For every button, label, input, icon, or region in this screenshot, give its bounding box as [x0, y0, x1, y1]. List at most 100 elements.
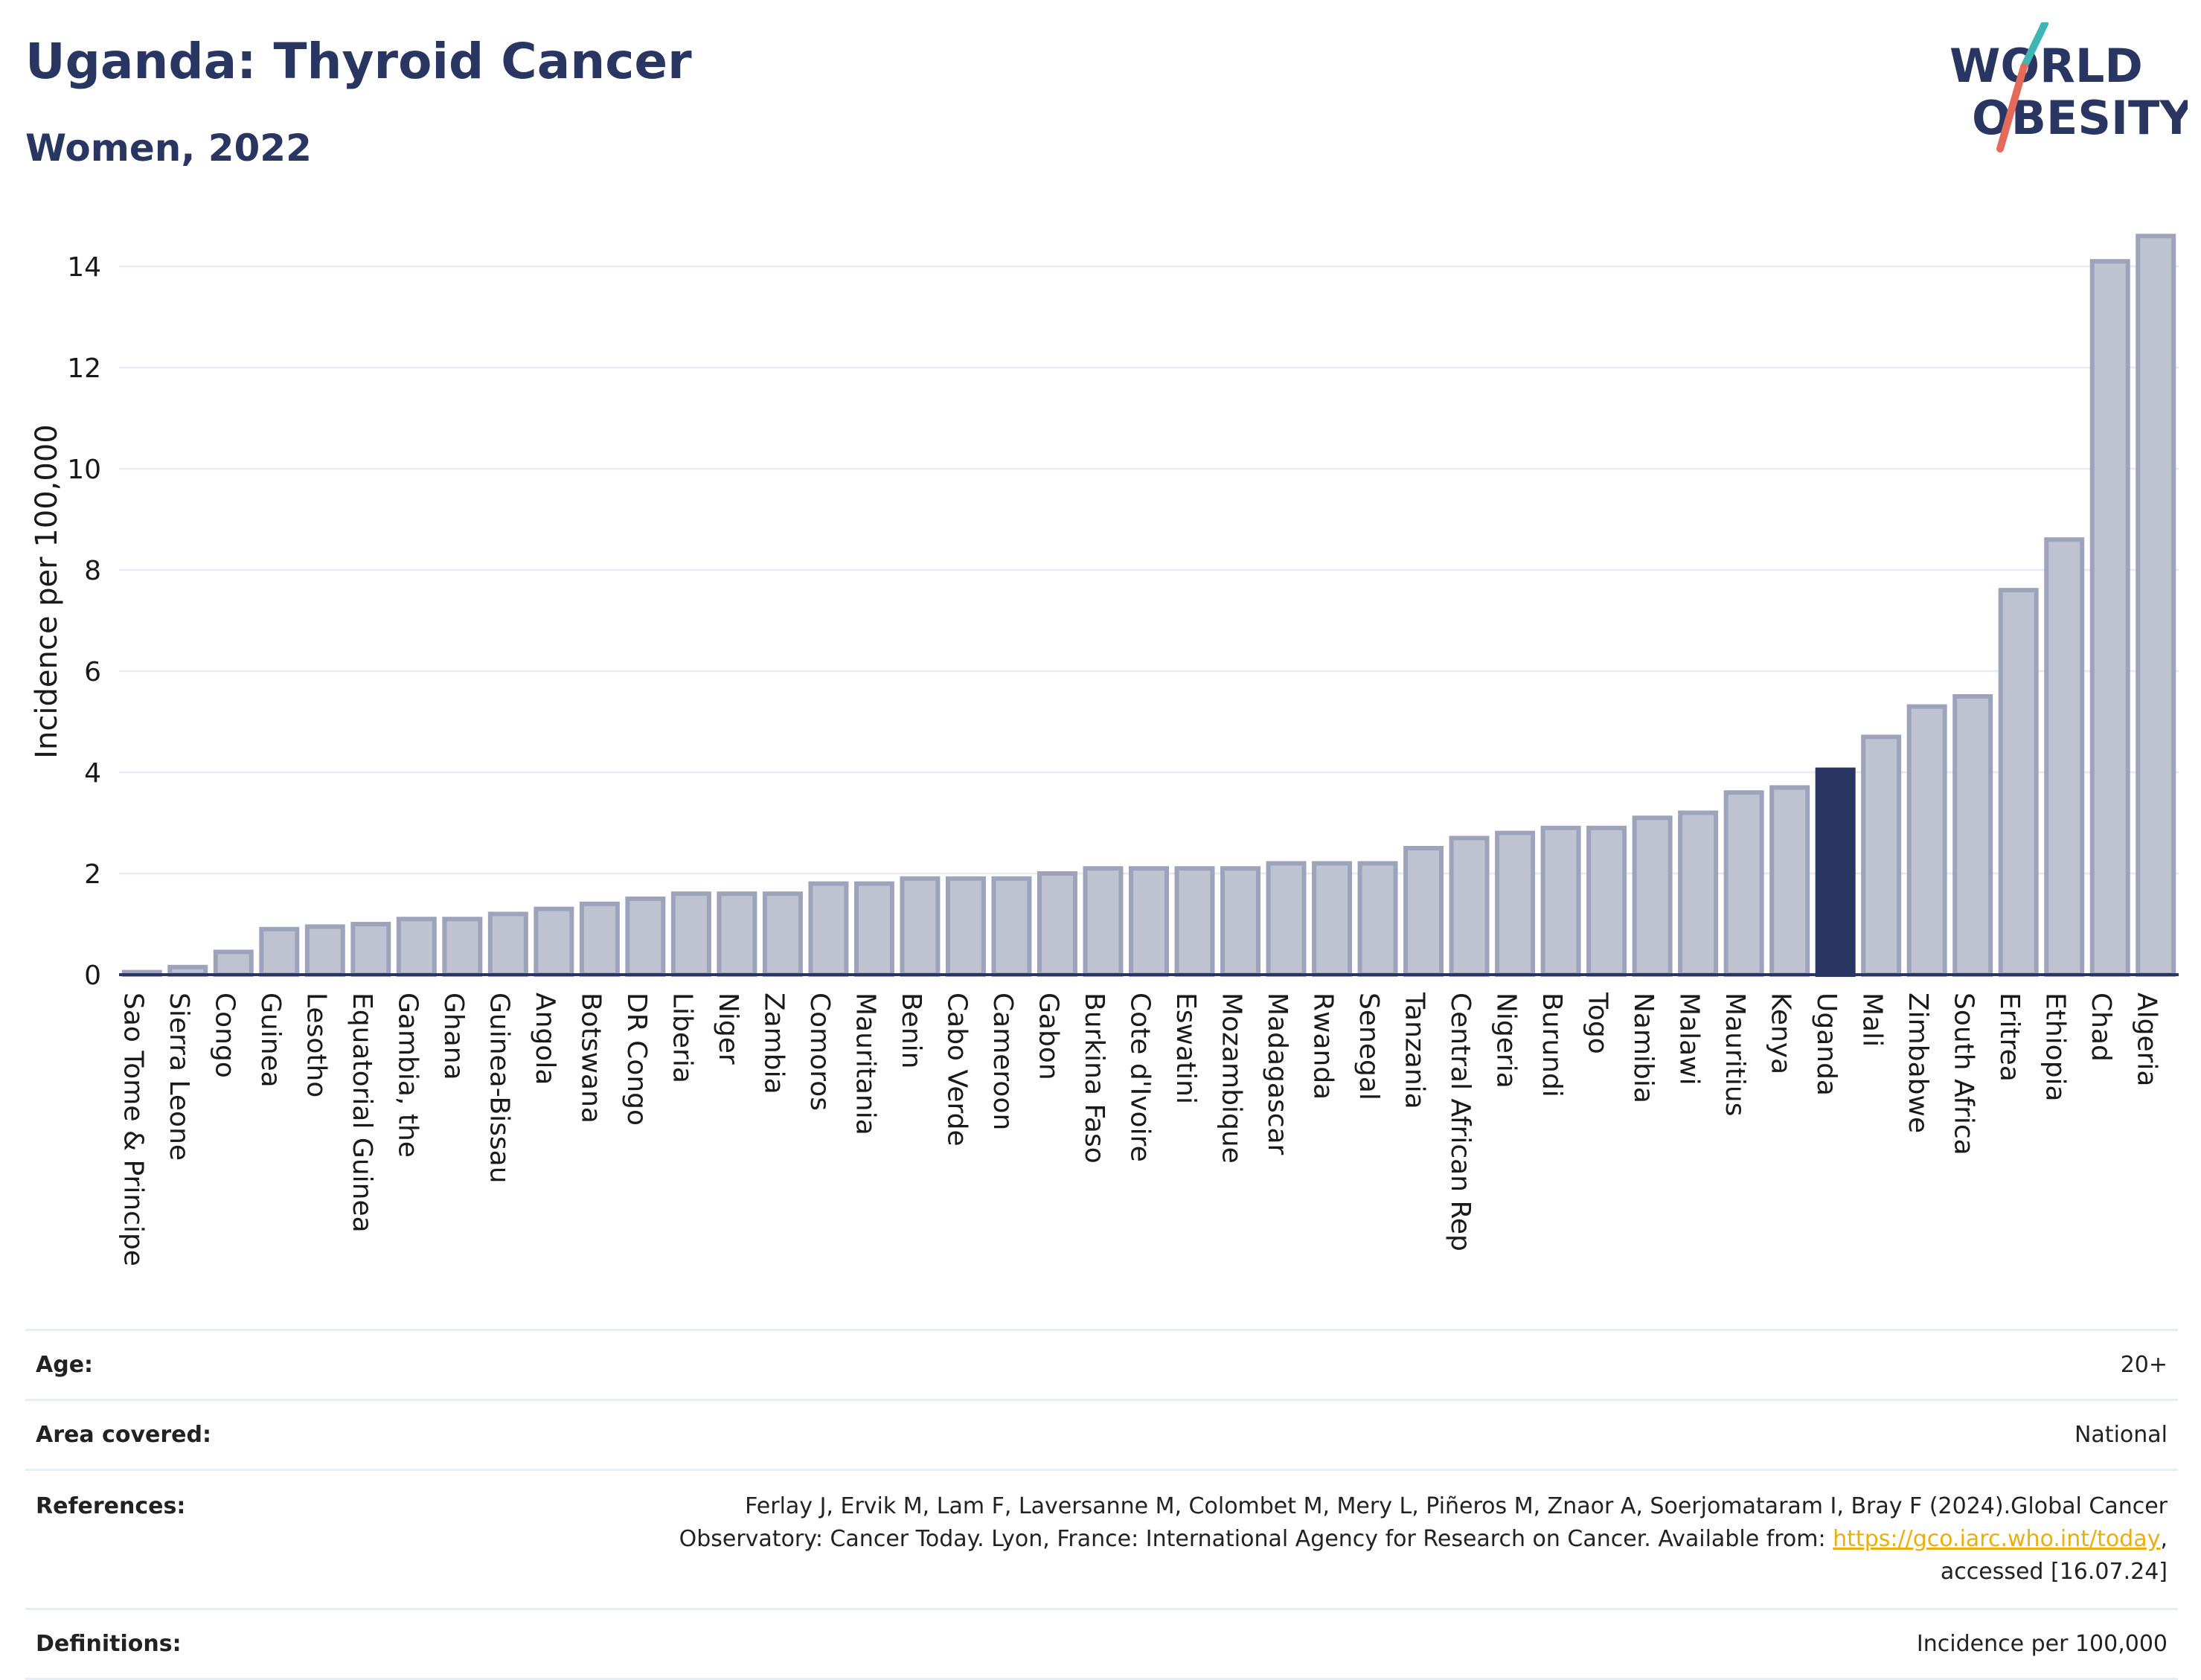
- info-row-references: References: Ferlay J, Ervik M, Lam F, La…: [25, 1469, 2178, 1608]
- x-tick-label: Chad: [2086, 993, 2116, 1062]
- bar-nigeria: [1495, 830, 1536, 977]
- x-tick-label: Cote d'Ivoire: [1125, 993, 1156, 1162]
- bar-botswana: [579, 901, 620, 977]
- bar-congo: [213, 949, 254, 978]
- x-tick-label: Gambia, the: [392, 993, 423, 1158]
- x-tick-label: Rwanda: [1308, 993, 1339, 1100]
- bar-uganda: [1815, 767, 1856, 977]
- bar-madagascar: [1266, 861, 1307, 978]
- bar-senegal: [1357, 861, 1398, 978]
- x-tick-label: Mauritania: [850, 993, 880, 1135]
- y-tick-label: 14: [67, 252, 101, 283]
- x-tick-label: Tanzania: [1400, 992, 1430, 1109]
- info-value-references: Ferlay J, Ervik M, Lam F, Laversanne M, …: [679, 1490, 2178, 1588]
- x-tick-label: Botswana: [575, 993, 606, 1123]
- x-tick-label: South Africa: [1949, 993, 1979, 1155]
- reference-text-3: ,: [2160, 1526, 2168, 1552]
- x-tick-labels: Sao Tome & Principe Sierra Leone Congo Guin…: [118, 992, 2162, 1266]
- x-tick-label: Zambia: [758, 993, 789, 1094]
- chart-subtitle: Women, 2022: [25, 126, 312, 170]
- y-tick-label: 0: [84, 961, 101, 991]
- bar-zimbabwe: [1906, 704, 1947, 977]
- info-value-definitions: Incidence per 100,000: [1916, 1631, 2168, 1657]
- x-tick-label: Gabon: [1033, 993, 1063, 1080]
- y-tick-label: 12: [67, 353, 101, 384]
- bar-eswatini: [1174, 866, 1215, 978]
- logo-line1: WORLD: [1949, 39, 2143, 93]
- x-tick-label: Ghana: [438, 993, 469, 1080]
- x-tick-label: Togo: [1583, 992, 1613, 1054]
- x-tick-label: Mozambique: [1217, 993, 1247, 1164]
- bar-mauritius: [1723, 790, 1764, 978]
- logo-slash-bottom: [1996, 63, 2028, 153]
- info-label-area: Area covered:: [36, 1422, 211, 1448]
- bar-guinea: [259, 926, 300, 977]
- x-tick-label: Burundi: [1537, 993, 1567, 1097]
- bar-comoros: [808, 881, 849, 977]
- x-tick-label: Kenya: [1766, 993, 1796, 1074]
- bar-kenya: [1769, 785, 1810, 978]
- x-tick-label: Mauritius: [1720, 993, 1750, 1116]
- bar-cote-d-ivoire: [1129, 866, 1169, 978]
- x-tick-label: Equatorial Guinea: [347, 993, 377, 1233]
- bar-mauritania: [853, 881, 894, 977]
- bar-ethiopia: [2044, 537, 2085, 977]
- x-tick-label: Lesotho: [301, 993, 331, 1097]
- bar-gabon: [1037, 871, 1077, 977]
- x-tick-label: Sao Tome & Principe: [118, 993, 148, 1266]
- bar-dr-congo: [625, 897, 666, 977]
- x-tick-label: Angola: [530, 993, 560, 1085]
- x-tick-label: Senegal: [1353, 993, 1384, 1100]
- bar-burkina-faso: [1083, 866, 1124, 978]
- x-tick-label: Cabo Verde: [941, 993, 972, 1147]
- x-tick-label: Eritrea: [1994, 993, 2025, 1082]
- bar-burundi: [1540, 825, 1581, 977]
- reference-link[interactable]: https://gco.iarc.who.int/today: [1833, 1526, 2161, 1552]
- bar-equatorial-guinea: [350, 922, 391, 977]
- reference-text-1: Ferlay J, Ervik M, Lam F, Laversanne M, …: [745, 1493, 2168, 1519]
- y-tick-label: 4: [84, 758, 101, 789]
- bar-benin: [900, 876, 941, 977]
- bar-mozambique: [1220, 866, 1261, 978]
- x-tick-label: Congo: [209, 993, 240, 1078]
- bar-chad: [2089, 259, 2130, 977]
- info-row-definitions: Definitions: Incidence per 100,000: [25, 1608, 2178, 1680]
- x-tick-label: Cameroon: [987, 993, 1018, 1130]
- bar-zambia: [762, 891, 803, 978]
- y-tick-label: 6: [84, 657, 101, 687]
- bar-namibia: [1632, 815, 1673, 978]
- bar-mali: [1861, 734, 1902, 978]
- info-label-references: References:: [36, 1493, 186, 1519]
- bar-angola: [534, 906, 574, 977]
- chart-title: Uganda: Thyroid Cancer: [25, 33, 692, 90]
- info-row-area: Area covered: National: [25, 1399, 2178, 1469]
- bar-cabo-verde: [945, 876, 986, 977]
- logo-slash-top: [2020, 22, 2048, 71]
- y-axis-label: Incidence per 100,000: [30, 424, 64, 759]
- reference-text-4: accessed [16.07.24]: [1940, 1559, 2168, 1585]
- bar-eritrea: [1998, 588, 2039, 977]
- x-tick-label: Namibia: [1628, 993, 1659, 1103]
- bar-togo: [1586, 825, 1627, 977]
- world-obesity-logo: WORLD OBESITY: [1949, 22, 2188, 153]
- bar-tanzania: [1403, 846, 1444, 977]
- bar-chart: 0 2 4 6 8 10 12 14 Sao Tome & Principe Sierra Le…: [30, 234, 2179, 1266]
- x-tick-label: Malawi: [1674, 993, 1705, 1086]
- x-tick-label: Liberia: [667, 993, 697, 1083]
- bar-ghana: [442, 917, 483, 978]
- x-tick-label: Comoros: [804, 993, 835, 1111]
- info-value-age: 20+: [2120, 1352, 2168, 1378]
- x-tick-label: Guinea: [255, 993, 286, 1088]
- bar-rwanda: [1312, 861, 1353, 978]
- bar-algeria: [2136, 234, 2176, 977]
- x-tick-label: Central African Rep: [1445, 993, 1476, 1251]
- x-tick-label: Algeria: [2132, 993, 2162, 1087]
- info-value-area: National: [2074, 1422, 2168, 1448]
- info-label-definitions: Definitions:: [36, 1631, 182, 1657]
- x-tick-label: Guinea-Bissau: [484, 993, 514, 1184]
- y-tick-label: 8: [84, 556, 101, 586]
- y-tick-label: 2: [84, 859, 101, 890]
- bar-gambia-the: [396, 917, 437, 978]
- bar-lesotho: [304, 924, 345, 978]
- bar-south-africa: [1952, 694, 1993, 977]
